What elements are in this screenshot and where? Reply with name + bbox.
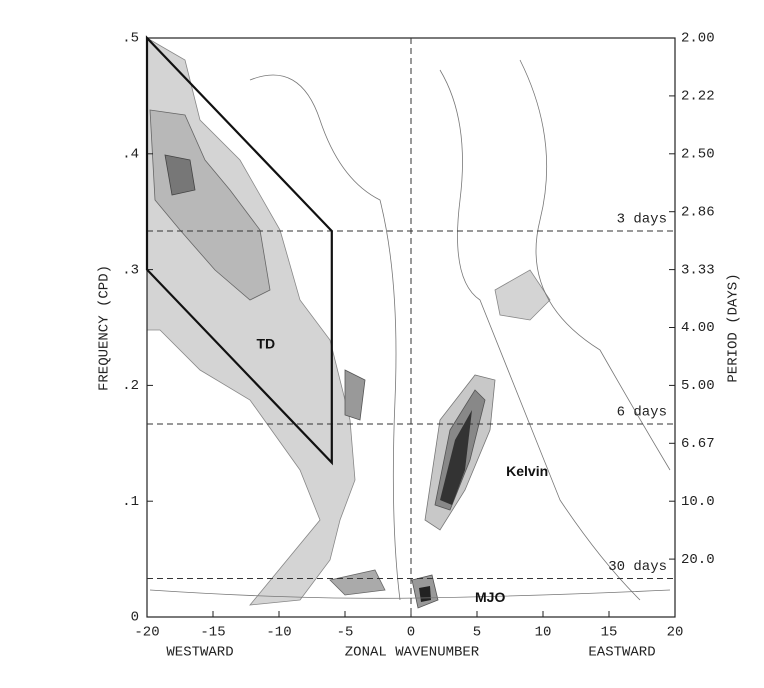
y2-tick-label: 10.0 <box>681 494 715 510</box>
y2-tick-label: 6.67 <box>681 436 715 452</box>
x-tick-label: -15 <box>200 625 225 641</box>
x-left-label: WESTWARD <box>166 645 233 661</box>
y-tick-label: .3 <box>122 262 139 278</box>
y-axis-label: FREQUENCY (CPD) <box>97 265 113 391</box>
td-box <box>145 35 333 466</box>
contour-shading <box>146 37 671 609</box>
y2-tick-label: 4.00 <box>681 320 715 336</box>
y-tick-label: .1 <box>122 494 139 510</box>
region-label: MJO <box>475 589 505 605</box>
x-tick-label: -10 <box>266 625 291 641</box>
y2-tick-label: 2.50 <box>681 147 715 163</box>
x-tick-label: -5 <box>337 625 354 641</box>
x-axis-label: ZONAL WAVENUMBER <box>345 645 480 661</box>
x-tick-label: -20 <box>134 625 159 641</box>
x-tick-label: 10 <box>535 625 552 641</box>
period-label: 6 days <box>617 405 667 421</box>
region-label: Kelvin <box>506 463 548 479</box>
y-tick-label: .4 <box>122 147 139 163</box>
x-right-label: EASTWARD <box>588 645 655 661</box>
x-tick-label: 15 <box>601 625 618 641</box>
period-label: 30 days <box>608 559 667 575</box>
y-tick-label: 0 <box>131 610 139 626</box>
y2-tick-label: 5.00 <box>681 378 715 394</box>
y2-axis-label: PERIOD (DAYS) <box>726 273 742 382</box>
x-tick-label: 0 <box>407 625 415 641</box>
x-tick-label: 20 <box>667 625 684 641</box>
period-label: 3 days <box>617 212 667 228</box>
x-tick-label: 5 <box>473 625 481 641</box>
y2-tick-label: 2.86 <box>681 204 715 220</box>
y2-tick-label: 3.33 <box>681 262 715 278</box>
y-tick-label: .5 <box>122 31 139 47</box>
y2-tick-label: 2.00 <box>681 31 715 47</box>
y-tick-label: .2 <box>122 378 139 394</box>
y2-tick-label: 2.22 <box>681 89 715 105</box>
region-label: TD <box>256 336 275 352</box>
y2-tick-label: 20.0 <box>681 552 715 568</box>
